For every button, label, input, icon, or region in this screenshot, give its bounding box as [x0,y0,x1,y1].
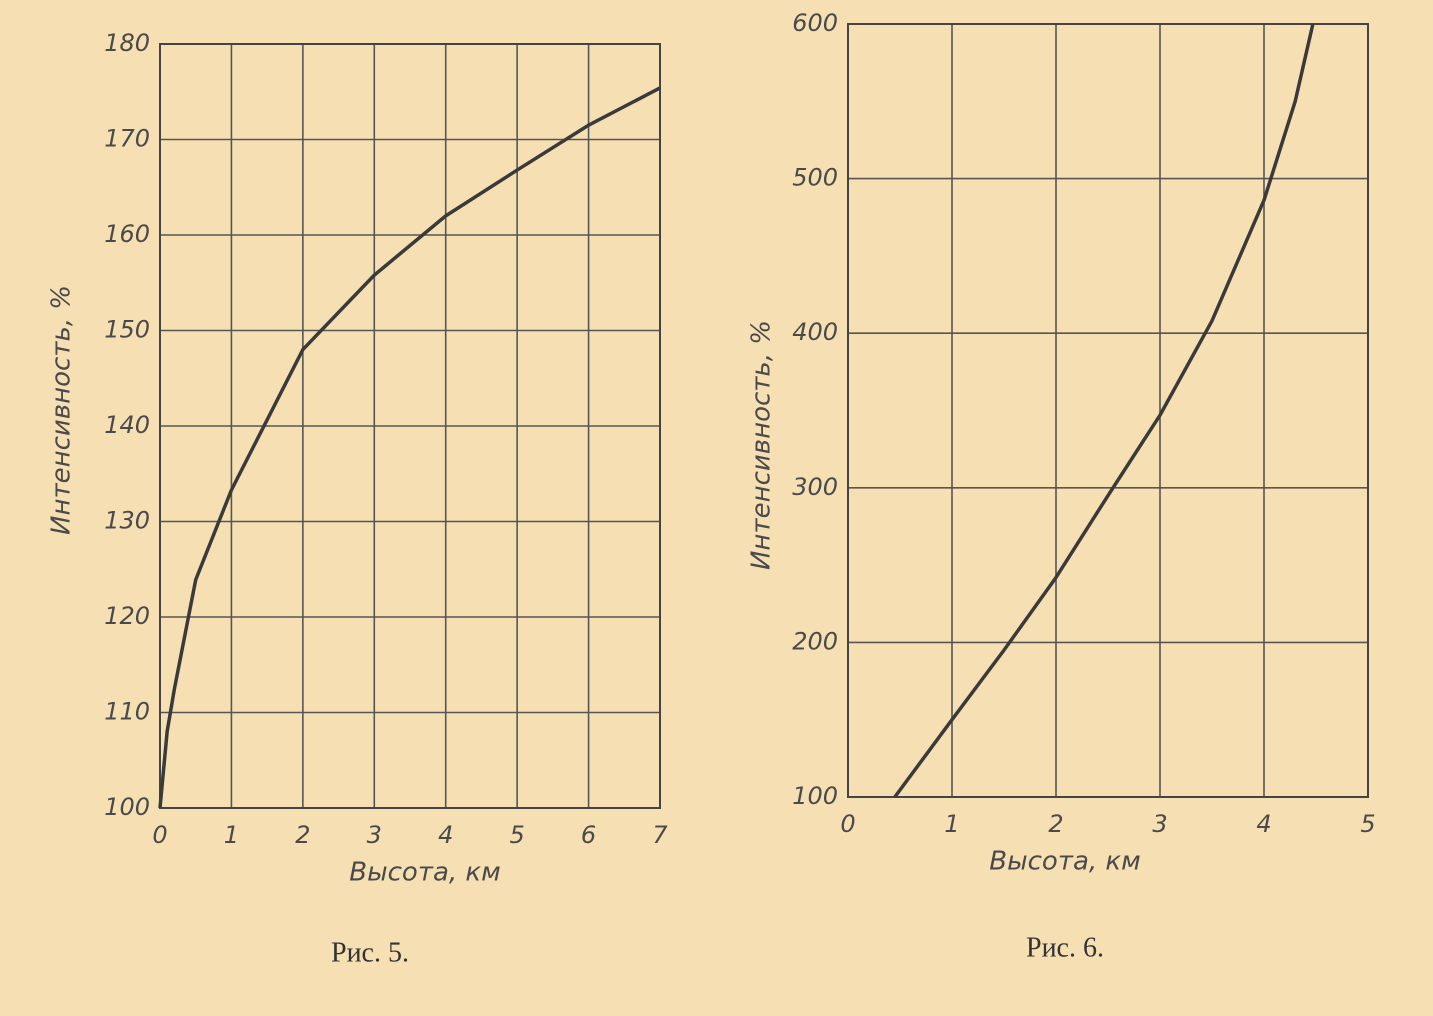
x-tick-label: 0 [840,810,855,838]
x-tick-label: 2 [1048,810,1063,838]
x-tick-label: 1 [944,810,959,838]
x-tick-label: 4 [438,821,453,849]
x-tick-label: 7 [652,821,668,849]
y-tick-label: 200 [792,627,838,655]
figure-caption: Рис. 6. [1026,932,1104,963]
x-tick-label: 2 [295,821,310,849]
x-tick-label: 4 [1256,810,1271,838]
y-axis-label: Интенсивность, % [747,320,777,570]
y-tick-label: 300 [792,473,838,501]
x-tick-label: 3 [367,821,382,849]
y-tick-label: 100 [104,793,150,821]
y-tick-label: 180 [104,29,150,57]
x-axis-label: Высота, км [349,858,501,888]
data-line [893,23,1315,799]
figure-caption: Рис. 5. [331,937,409,968]
y-tick-label: 150 [104,316,150,344]
x-tick-label: 5 [1360,810,1375,838]
x-axis-label: Высота, км [989,847,1141,877]
y-tick-label: 160 [104,220,150,248]
plot-frame [159,43,661,809]
y-tick-label: 140 [104,411,150,439]
plot-frame [847,23,1369,798]
y-tick-label: 500 [792,164,838,192]
y-tick-label: 400 [792,318,838,346]
y-tick-label: 600 [792,9,838,37]
x-tick-label: 6 [581,821,596,849]
data-line [158,86,661,809]
x-tick-label: 0 [152,821,167,849]
y-tick-label: 120 [104,602,150,630]
y-tick-label: 110 [104,698,150,726]
x-tick-label: 5 [510,821,525,849]
x-tick-label: 3 [1152,810,1167,838]
y-tick-label: 170 [104,125,150,153]
x-tick-label: 1 [224,821,239,849]
y-tick-label: 100 [792,782,838,810]
y-axis-label: Интенсивность, % [47,285,77,535]
y-tick-label: 130 [104,507,150,535]
